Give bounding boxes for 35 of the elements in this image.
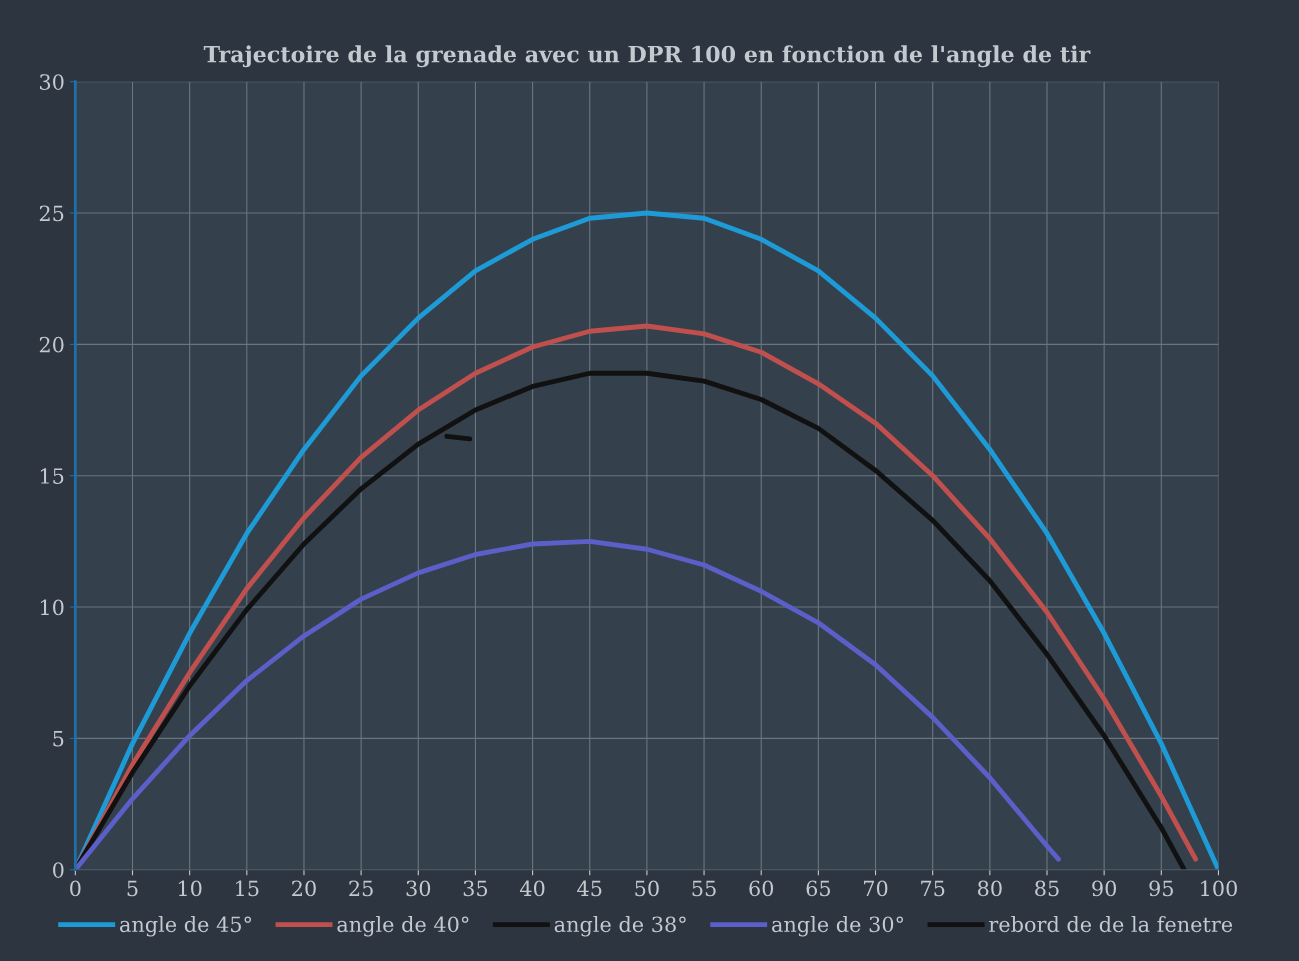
y-tick-label: 0 <box>53 862 64 878</box>
legend-label: rebord de de la fenetre <box>989 916 1233 933</box>
x-tick-label: 70 <box>864 880 888 897</box>
x-tick-label: 95 <box>1149 880 1173 897</box>
x-tick-label: 15 <box>236 880 259 897</box>
legend-label: angle de 30° <box>772 916 904 937</box>
y-tick-label: 20 <box>39 336 64 353</box>
x-tick-label: 30 <box>406 880 431 897</box>
x-tick-label: 45 <box>577 880 602 897</box>
y-tick-label: 25 <box>39 205 64 222</box>
x-tick-label: 100 <box>1201 880 1237 897</box>
x-tick-label: 0 <box>70 880 81 897</box>
y-tick-label: 30 <box>40 74 64 90</box>
x-tick-label: 50 <box>635 880 659 897</box>
chart-title: Trajectoire de la grenade avec un DPR 100 en fonction de l'angle de tir <box>203 45 1091 68</box>
x-tick-label: 35 <box>463 880 488 897</box>
x-tick-label: 60 <box>749 880 774 897</box>
x-tick-label: 85 <box>1035 880 1059 897</box>
y-tick-label: 15 <box>40 468 64 484</box>
legend-label: angle de 38° <box>554 916 686 937</box>
line-series <box>75 538 1061 870</box>
y-tick-label: 10 <box>40 599 64 616</box>
x-tick-label: 80 <box>977 880 1002 897</box>
x-tick-label: 10 <box>178 880 202 897</box>
x-tick-label: 65 <box>806 880 831 897</box>
y-tick-label: 5 <box>53 731 64 747</box>
x-tick-label: 40 <box>519 880 545 897</box>
x-tick-label: 5 <box>127 880 138 897</box>
legend-label: angle de 40° <box>337 916 469 937</box>
x-tick-label: 75 <box>921 880 945 897</box>
legend-label: angle de 45° <box>120 916 251 937</box>
x-tick-label: 20 <box>292 880 316 897</box>
x-tick-label: 25 <box>349 880 373 897</box>
x-tick-label: 90 <box>1092 880 1117 897</box>
x-tick-label: 55 <box>692 880 716 897</box>
